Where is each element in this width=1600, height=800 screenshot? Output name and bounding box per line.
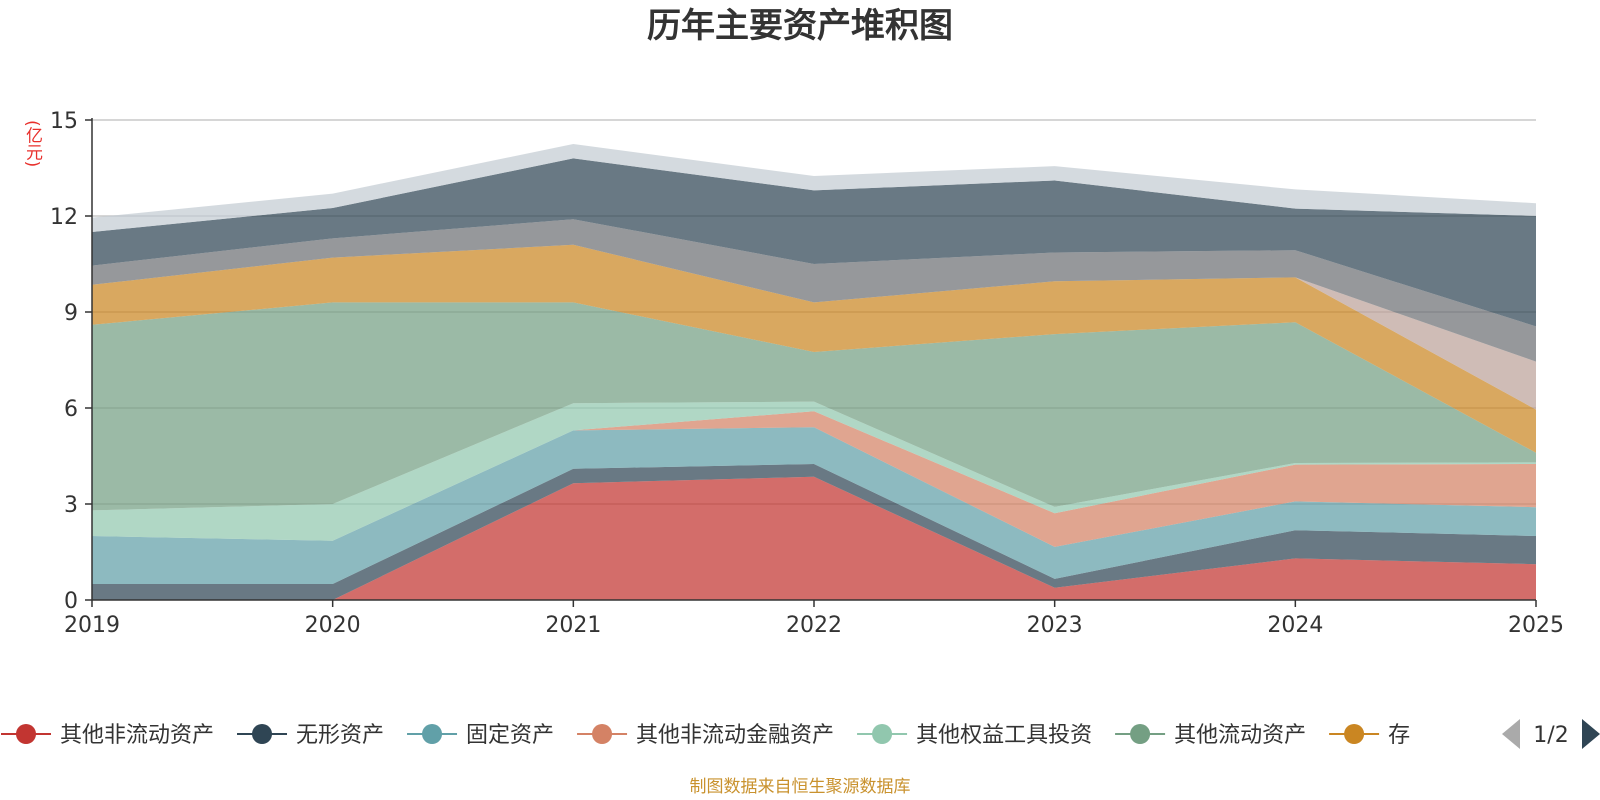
legend-label: 其他流动资产 xyxy=(1174,723,1306,748)
legend-dot-icon xyxy=(872,724,893,744)
y-tick-label: 3 xyxy=(64,493,78,518)
legend-dot-icon xyxy=(592,724,613,744)
y-axis-unit-label: (亿元) xyxy=(22,120,42,168)
legend-item-7[interactable]: 存 xyxy=(1329,723,1410,748)
area-series-4[interactable] xyxy=(92,411,1536,547)
y-tick-label: 12 xyxy=(50,205,78,230)
legend-item-3[interactable]: 固定资产 xyxy=(407,723,554,748)
y-tick-label: 9 xyxy=(64,301,78,326)
x-tick-label: 2019 xyxy=(64,613,120,638)
area-series-1[interactable] xyxy=(92,476,1536,600)
legend-label: 其他非流动资产 xyxy=(60,723,214,748)
area-series-10[interactable] xyxy=(92,158,1536,327)
legend-label: 其他权益工具投资 xyxy=(916,723,1092,748)
legend-item-2[interactable]: 无形资产 xyxy=(237,723,384,748)
x-tick-label: 2021 xyxy=(545,613,601,638)
legend-label: 存 xyxy=(1388,723,1410,748)
legend-pager: 1/2 xyxy=(1502,719,1600,749)
legend-item-6[interactable]: 其他流动资产 xyxy=(1115,723,1306,748)
x-tick-label: 2022 xyxy=(786,613,842,638)
area-series-5[interactable] xyxy=(92,401,1536,541)
x-tick-label: 2024 xyxy=(1267,613,1323,638)
axis-layer: 0 3 6 9 12 15 2019 2020 2021 2022 2023 2024 2025 xyxy=(50,109,1564,638)
x-tick-label: 2020 xyxy=(305,613,361,638)
x-tick-label: 2025 xyxy=(1508,613,1564,638)
y-tick-label: 15 xyxy=(50,109,78,134)
legend-prev-icon[interactable] xyxy=(1502,719,1520,749)
area-series-2[interactable] xyxy=(92,464,1536,600)
legend-dot-icon xyxy=(16,724,36,744)
legend-dot-icon xyxy=(1344,724,1365,744)
legend-item-5[interactable]: 其他权益工具投资 xyxy=(857,723,1092,748)
y-tick-label: 0 xyxy=(64,589,78,614)
legend-next-icon[interactable] xyxy=(1582,719,1600,749)
legend-label: 固定资产 xyxy=(466,723,554,748)
x-tick-label: 2023 xyxy=(1027,613,1083,638)
legend-dot-icon xyxy=(422,724,443,744)
area-layer xyxy=(92,144,1536,600)
source-note: 制图数据来自恒生聚源数据库 xyxy=(689,777,911,797)
legend-dot-icon xyxy=(252,724,273,744)
legend-label: 无形资产 xyxy=(296,723,384,748)
area-series-9[interactable] xyxy=(92,219,1536,362)
legend-dot-icon xyxy=(1130,724,1151,744)
chart-title: 历年主要资产堆积图 xyxy=(647,6,953,46)
area-series-3[interactable] xyxy=(92,427,1536,584)
area-series-11[interactable] xyxy=(92,144,1536,232)
legend-page-indicator: 1/2 xyxy=(1533,723,1568,748)
y-tick-label: 6 xyxy=(64,397,78,422)
area-series-6[interactable] xyxy=(92,302,1536,511)
legend-item-1[interactable]: 其他非流动资产 xyxy=(1,723,214,748)
legend-item-4[interactable]: 其他非流动金融资产 xyxy=(577,723,834,748)
area-series-7[interactable] xyxy=(92,244,1536,453)
legend[interactable]: 其他非流动资产 无形资产 固定资产 其他非流动金融资产 其他权益工具投资 其他流动资产 存 1… xyxy=(1,719,1600,749)
legend-label: 其他非流动金融资产 xyxy=(636,723,834,748)
